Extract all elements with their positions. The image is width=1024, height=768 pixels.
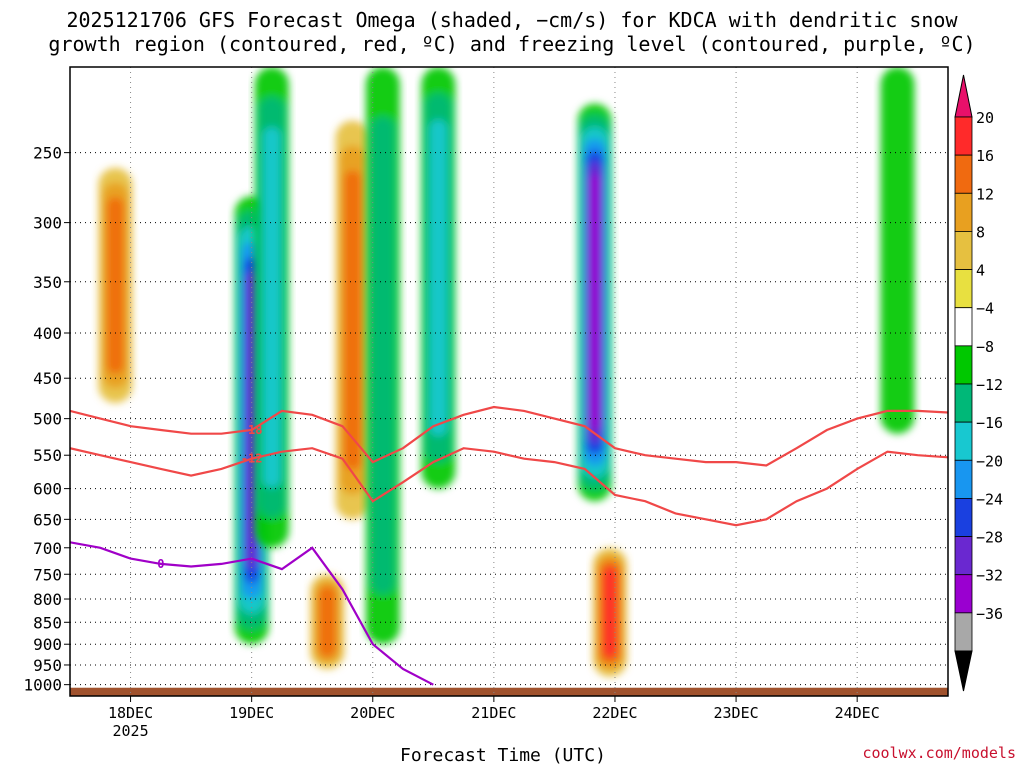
y-tick-label: 700: [33, 539, 62, 558]
omega-shade-band: [318, 586, 337, 658]
colorbar-swatch: [954, 116, 973, 156]
colorbar-swatch: [954, 231, 973, 270]
y-tick-label: 350: [33, 273, 62, 292]
omega-shade-band: [246, 272, 258, 568]
colorbar-swatch: [954, 383, 973, 423]
x-axis-title: Forecast Time (UTC): [400, 745, 606, 766]
colorbar-label: 4: [976, 262, 985, 280]
y-axis: 250 300 350 400 450 500 550 600 650 700 750 800 850 9…: [23, 144, 70, 695]
colorbar-label: 8: [976, 223, 985, 241]
colorbar-label: −16: [976, 414, 1003, 432]
colorbar-swatch: [954, 536, 973, 576]
omega-shade-band: [880, 67, 915, 434]
y-tick-label: 850: [33, 613, 62, 632]
colorbar-label: 20: [976, 109, 994, 127]
colorbar-label: −8: [976, 338, 994, 356]
colorbar-label: −36: [976, 605, 1003, 623]
colorbar-label: −24: [976, 490, 1003, 508]
omega-feature: [421, 67, 456, 489]
dgz-contour-label: -12: [241, 452, 263, 466]
colorbar-swatch: [954, 574, 973, 614]
y-tick-label: 750: [33, 565, 62, 584]
colorbar-swatch: [954, 345, 973, 385]
x-year-label: 2025: [112, 722, 148, 740]
dgz-contour: [70, 447, 948, 527]
colorbar-top-arrow: [954, 74, 973, 118]
colorbar-swatch: [954, 307, 973, 347]
omega-feature: [592, 547, 627, 677]
omega-shade-band: [371, 116, 395, 595]
omega-shade-band: [106, 197, 125, 374]
colorbar-label: 12: [976, 185, 994, 203]
colorbar-label: −20: [976, 452, 1003, 470]
omega-shade-band: [602, 566, 618, 658]
plot-area: [70, 67, 948, 696]
omega-shade-band: [589, 174, 600, 431]
y-tick-label: 900: [33, 635, 62, 654]
omega-feature: [335, 120, 370, 520]
y-tick-label: 600: [33, 480, 62, 499]
x-tick-label: 23DEC: [713, 704, 758, 722]
dgz-contour-label: -18: [241, 423, 263, 437]
colorbar-label: −32: [976, 567, 1003, 585]
x-tick-label: 20DEC: [350, 704, 395, 722]
x-tick-label: 18DEC: [108, 704, 153, 722]
colorbar-swatch: [954, 612, 973, 652]
omega-shade-band: [263, 127, 281, 488]
y-tick-label: 950: [33, 656, 62, 675]
y-tick-label: 250: [33, 144, 62, 163]
omega-shade-band: [343, 170, 362, 470]
y-tick-label: 300: [33, 214, 62, 233]
y-tick-label: 550: [33, 446, 62, 465]
x-tick-label: 19DEC: [229, 704, 274, 722]
x-tick-label: 21DEC: [471, 704, 516, 722]
colorbar-bottom-arrow: [954, 650, 973, 692]
omega-feature: [577, 103, 612, 502]
y-tick-label: 400: [33, 324, 62, 343]
omega-feature: [365, 67, 400, 645]
freezing-level-contour-label: 0: [157, 557, 164, 571]
omega-feature: [880, 67, 915, 434]
y-tick-label: 800: [33, 590, 62, 609]
x-tick-label: 22DEC: [592, 704, 637, 722]
colorbar-swatch: [954, 498, 973, 537]
ground-layer: [70, 687, 948, 696]
contour-lines: -18 -12 0: [70, 405, 948, 686]
plot-frame: [69, 66, 949, 697]
y-tick-label: 650: [33, 510, 62, 529]
colorbar-label: 16: [976, 147, 994, 165]
colorbar: 20 16 12 8 4 −4 −8 −12 −16 −20 −24 −28 −32 −36: [954, 74, 1003, 692]
x-tick-label: 24DEC: [835, 704, 880, 722]
colorbar-swatch: [954, 421, 973, 461]
y-tick-label: 1000: [23, 676, 62, 695]
colorbar-label: −28: [976, 529, 1003, 547]
y-tick-label: 450: [33, 369, 62, 388]
colorbar-swatch: [954, 192, 973, 232]
omega-feature: [254, 67, 289, 548]
colorbar-swatch: [954, 459, 973, 499]
y-tick-label: 500: [33, 410, 62, 429]
freezing-level-contour: [70, 541, 434, 686]
ground-surface: [70, 687, 948, 696]
colorbar-label: −4: [976, 300, 994, 318]
omega-shade-band: [429, 119, 448, 436]
credit-link[interactable]: coolwx.com/models: [862, 744, 1016, 762]
omega-feature: [98, 167, 133, 403]
colorbar-label: −12: [976, 376, 1003, 394]
colorbar-swatch: [954, 269, 973, 309]
dgz-contour: [70, 405, 948, 467]
chart-title: 2025121706 GFS Forecast Omega (shaded, −…: [48, 8, 976, 56]
colorbar-swatch: [954, 154, 973, 194]
omega-feature: [310, 574, 345, 669]
